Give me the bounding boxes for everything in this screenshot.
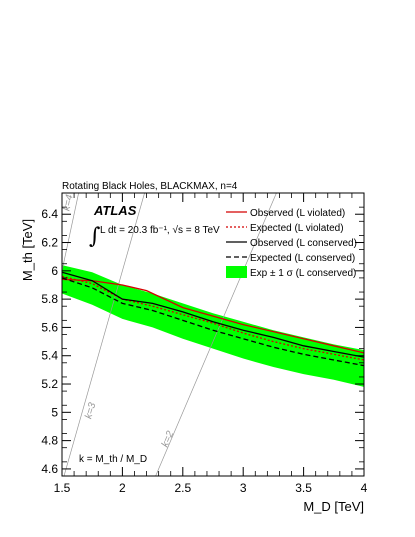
k-line-2 [155,193,277,476]
x-tick-label: 2 [119,481,126,495]
x-axis-title: M_D [TeV] [303,499,364,514]
integral-sign: ∫ [89,224,101,249]
atlas-label: ATLAS [93,203,137,218]
series-line [62,271,364,358]
y-axis-title: M_th [TeV] [20,219,35,281]
k-lines-layer [62,193,277,476]
legend-label: Expected (L conserved) [250,253,355,264]
legend-label: Observed (L conserved) [250,238,357,249]
legend-label: Observed (L violated) [250,208,345,219]
x-tick-label: 4 [361,481,368,495]
band-exp-1sigma [62,265,364,387]
legend: Observed (L violated) Expected (L violate… [226,208,357,279]
y-tick-label: 6.2 [41,236,58,250]
y-tick-label: 5.2 [41,377,58,391]
y-tick-label: 6 [51,264,58,278]
band-layer [62,265,364,387]
y-tick-label: 5.8 [41,292,58,306]
y-tick-label: 5 [51,405,58,419]
x-tick-label: 3 [240,481,247,495]
k-line-3 [63,193,145,476]
series-line [62,278,364,354]
y-tick-label: 4.8 [41,434,58,448]
legend-swatch-band [226,266,247,278]
y-tick-label: 5.4 [41,349,58,363]
series-line [62,277,364,367]
k-line-label: k=2 [160,429,177,449]
k-line-label: k=3 [83,401,98,420]
y-tick-label: 5.6 [41,320,58,334]
x-tick-label: 2.5 [174,481,191,495]
series-line [62,275,364,361]
y-tick-label: 6.4 [41,207,58,221]
k-line-label: k=4 [61,193,75,212]
series-layer [62,271,364,367]
chart-title: Rotating Black Holes, BLACKMAX, n=4 [62,181,238,192]
legend-label: Expected (L violated) [250,223,344,234]
legend-label: Exp ± 1 σ (L conserved) [250,268,356,279]
lumi-text: L dt = 20.3 fb⁻¹, √s = 8 TeV [100,224,220,236]
k-line-4 [62,193,79,273]
k-definition: k = M_th / M_D [79,454,147,465]
x-tick-label: 3.5 [295,481,312,495]
ticks-layer: 1.5 2 2.5 3 3.5 4 4.6 4.8 5 5.2 5.4 5.6 5.8 6 6.2 6.4 [41,193,368,495]
x-tick-label: 1.5 [54,481,71,495]
y-tick-label: 4.6 [41,462,58,476]
